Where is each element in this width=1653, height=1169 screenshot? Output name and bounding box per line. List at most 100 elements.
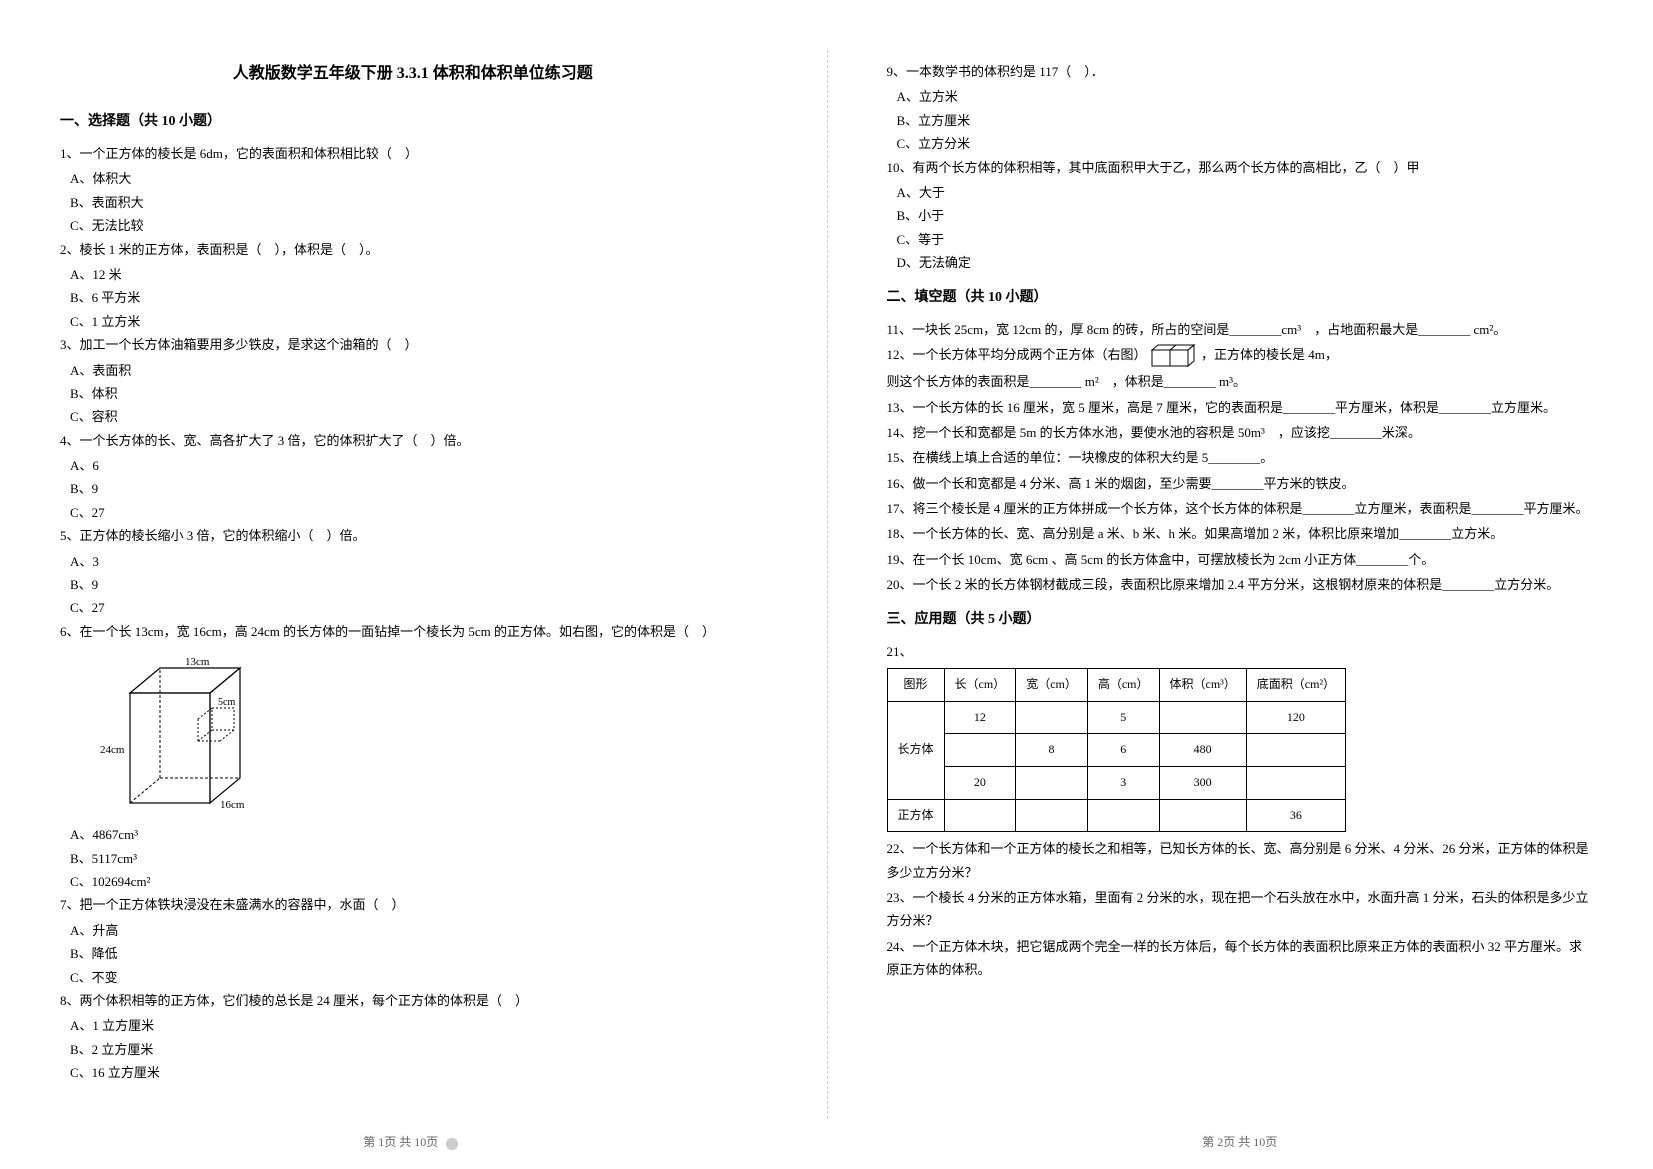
td: 36 [1246, 799, 1345, 832]
th-1: 长（cm） [944, 669, 1016, 702]
td [1159, 799, 1246, 832]
footer-left-text: 第 1页 共 10页 [363, 1135, 438, 1149]
td: 8 [1016, 734, 1088, 767]
q1-option-b: B、表面积大 [60, 191, 766, 214]
q4-option-a: A、6 [60, 454, 766, 477]
section-3-title: 三、应用题（共 5 小题） [887, 607, 1594, 632]
question-4: 4、一个长方体的长、宽、高各扩大了 3 倍，它的体积扩大了（ ）倍。 [60, 429, 766, 452]
question-9: 9、一本数学书的体积约是 117（ ）． [887, 60, 1594, 83]
td: 300 [1159, 766, 1246, 799]
q6-option-b: B、5117cm³ [60, 847, 766, 870]
th-4: 体积（cm³） [1159, 669, 1246, 702]
label-5cm: 5cm [218, 697, 235, 708]
q5-option-b: B、9 [60, 573, 766, 596]
q3-option-b: B、体积 [60, 382, 766, 405]
question-8: 8、两个体积相等的正方体，它们棱的总长是 24 厘米，每个正方体的体积是（ ） [60, 989, 766, 1012]
td: 12 [944, 701, 1016, 734]
question-11: 11、一块长 25cm，宽 12cm 的，厚 8cm 的砖，所占的空间是____… [887, 318, 1594, 341]
th-2: 宽（cm） [1016, 669, 1088, 702]
q8-option-b: B、2 立方厘米 [60, 1038, 766, 1061]
table-header-row: 图形 长（cm） 宽（cm） 高（cm） 体积（cm³） 底面积（cm²） [887, 669, 1346, 702]
page-1: 人教版数学五年级下册 3.3.1 体积和体积单位练习题 一、选择题（共 10 小… [0, 0, 827, 1169]
td: 5 [1087, 701, 1159, 734]
table-row: 8 6 480 [887, 734, 1346, 767]
label-24cm: 24cm [100, 744, 125, 756]
table-row: 长方体 12 5 120 [887, 701, 1346, 734]
td [1016, 799, 1088, 832]
question-15: 15、在横线上填上合适的单位：一块橡皮的体积大约是 5________。 [887, 446, 1594, 469]
footer-page-1: 第 1页 共 10页 [0, 1132, 827, 1154]
q10-option-d: D、无法确定 [887, 251, 1594, 274]
question-14: 14、挖一个长和宽都是 5m 的长方体水池，要使水池的容积是 50m³ ，应该挖… [887, 421, 1594, 444]
question-18: 18、一个长方体的长、宽、高分别是 a 米、b 米、h 米。如果高增加 2 米，… [887, 522, 1594, 545]
td [1087, 799, 1159, 832]
q2-option-c: C、1 立方米 [60, 310, 766, 333]
q4-option-c: C、27 [60, 501, 766, 524]
td [944, 799, 1016, 832]
question-13: 13、一个长方体的长 16 厘米，宽 5 厘米，高是 7 厘米，它的表面积是__… [887, 396, 1594, 419]
question-3: 3、加工一个长方体油箱要用多少铁皮，是求这个油箱的（ ） [60, 333, 766, 356]
q1-option-a: A、体积大 [60, 167, 766, 190]
table-row: 20 3 300 [887, 766, 1346, 799]
question-10: 10、有两个长方体的体积相等，其中底面积甲大于乙，那么两个长方体的高相比，乙（ … [887, 156, 1594, 179]
q21-table: 图形 长（cm） 宽（cm） 高（cm） 体积（cm³） 底面积（cm²） 长方… [887, 668, 1347, 832]
question-24: 24、一个正方体木块，把它锯成两个完全一样的长方体后，每个长方体的表面积比原来正… [887, 935, 1594, 982]
td [1016, 766, 1088, 799]
th-5: 底面积（cm²） [1246, 669, 1345, 702]
page-2: 9、一本数学书的体积约是 117（ ）． A、立方米 B、立方厘米 C、立方分米… [827, 0, 1653, 1169]
cuboid-diagram: 13cm 5cm 24cm 16cm [100, 653, 766, 813]
label-16cm: 16cm [220, 799, 245, 811]
q12-text-b: ，正方体的棱长是 4m， [1201, 347, 1338, 362]
q9-option-c: C、立方分米 [887, 132, 1594, 155]
section-1-title: 一、选择题（共 10 小题） [60, 109, 766, 134]
q5-option-c: C、27 [60, 596, 766, 619]
td: 120 [1246, 701, 1345, 734]
td-cuboid-label: 长方体 [887, 701, 944, 799]
td-cube-label: 正方体 [887, 799, 944, 832]
td: 6 [1087, 734, 1159, 767]
q9-option-a: A、立方米 [887, 85, 1594, 108]
td: 480 [1159, 734, 1246, 767]
question-6: 6、在一个长 13cm，宽 16cm，高 24cm 的长方体的一面钻掉一个棱长为… [60, 620, 766, 643]
q5-option-a: A、3 [60, 550, 766, 573]
q7-option-c: C、不变 [60, 966, 766, 989]
question-1: 1、一个正方体的棱长是 6dm，它的表面积和体积相比较（ ） [60, 142, 766, 165]
question-23: 23、一个棱长 4 分米的正方体水箱，里面有 2 分米的水，现在把一个石头放在水… [887, 886, 1594, 933]
q8-option-a: A、1 立方厘米 [60, 1014, 766, 1037]
question-19: 19、在一个长 10cm、宽 6cm 、高 5cm 的长方体盒中，可摆放棱长为 … [887, 548, 1594, 571]
q2-option-a: A、12 米 [60, 263, 766, 286]
footer-right-text: 第 2页 共 10页 [1202, 1135, 1277, 1149]
td [1246, 766, 1345, 799]
question-20: 20、一个长 2 米的长方体钢材截成三段，表面积比原来增加 2.4 平方分米，这… [887, 573, 1594, 596]
td [1159, 701, 1246, 734]
q2-option-b: B、6 平方米 [60, 286, 766, 309]
question-21: 21、 [887, 640, 1594, 663]
q4-option-b: B、9 [60, 477, 766, 500]
q8-option-c: C、16 立方厘米 [60, 1061, 766, 1084]
td [944, 734, 1016, 767]
td [1016, 701, 1088, 734]
th-3: 高（cm） [1087, 669, 1159, 702]
question-17: 17、将三个棱长是 4 厘米的正方体拼成一个长方体，这个长方体的体积是_____… [887, 497, 1594, 520]
q1-option-c: C、无法比较 [60, 214, 766, 237]
q7-option-a: A、升高 [60, 919, 766, 942]
q9-option-b: B、立方厘米 [887, 109, 1594, 132]
q3-option-c: C、容积 [60, 405, 766, 428]
cuboid-inline-icon [1150, 344, 1198, 368]
document-title: 人教版数学五年级下册 3.3.1 体积和体积单位练习题 [60, 60, 766, 89]
question-22: 22、一个长方体和一个正方体的棱长之和相等，已知长方体的长、宽、高分别是 6 分… [887, 837, 1594, 884]
footer-dot-icon [446, 1138, 458, 1150]
section-2-title: 二、填空题（共 10 小题） [887, 285, 1594, 310]
q10-option-b: B、小于 [887, 204, 1594, 227]
td: 3 [1087, 766, 1159, 799]
q7-option-b: B、降低 [60, 942, 766, 965]
q3-option-a: A、表面积 [60, 359, 766, 382]
q6-option-c: C、102694cm² [60, 870, 766, 893]
q10-option-a: A、大于 [887, 181, 1594, 204]
q10-option-c: C、等于 [887, 228, 1594, 251]
td: 20 [944, 766, 1016, 799]
q6-option-a: A、4867cm³ [60, 823, 766, 846]
th-0: 图形 [887, 669, 944, 702]
question-12: 12、一个长方体平均分成两个正方体（右图） ，正方体的棱长是 4m， [887, 343, 1594, 368]
td [1246, 734, 1345, 767]
